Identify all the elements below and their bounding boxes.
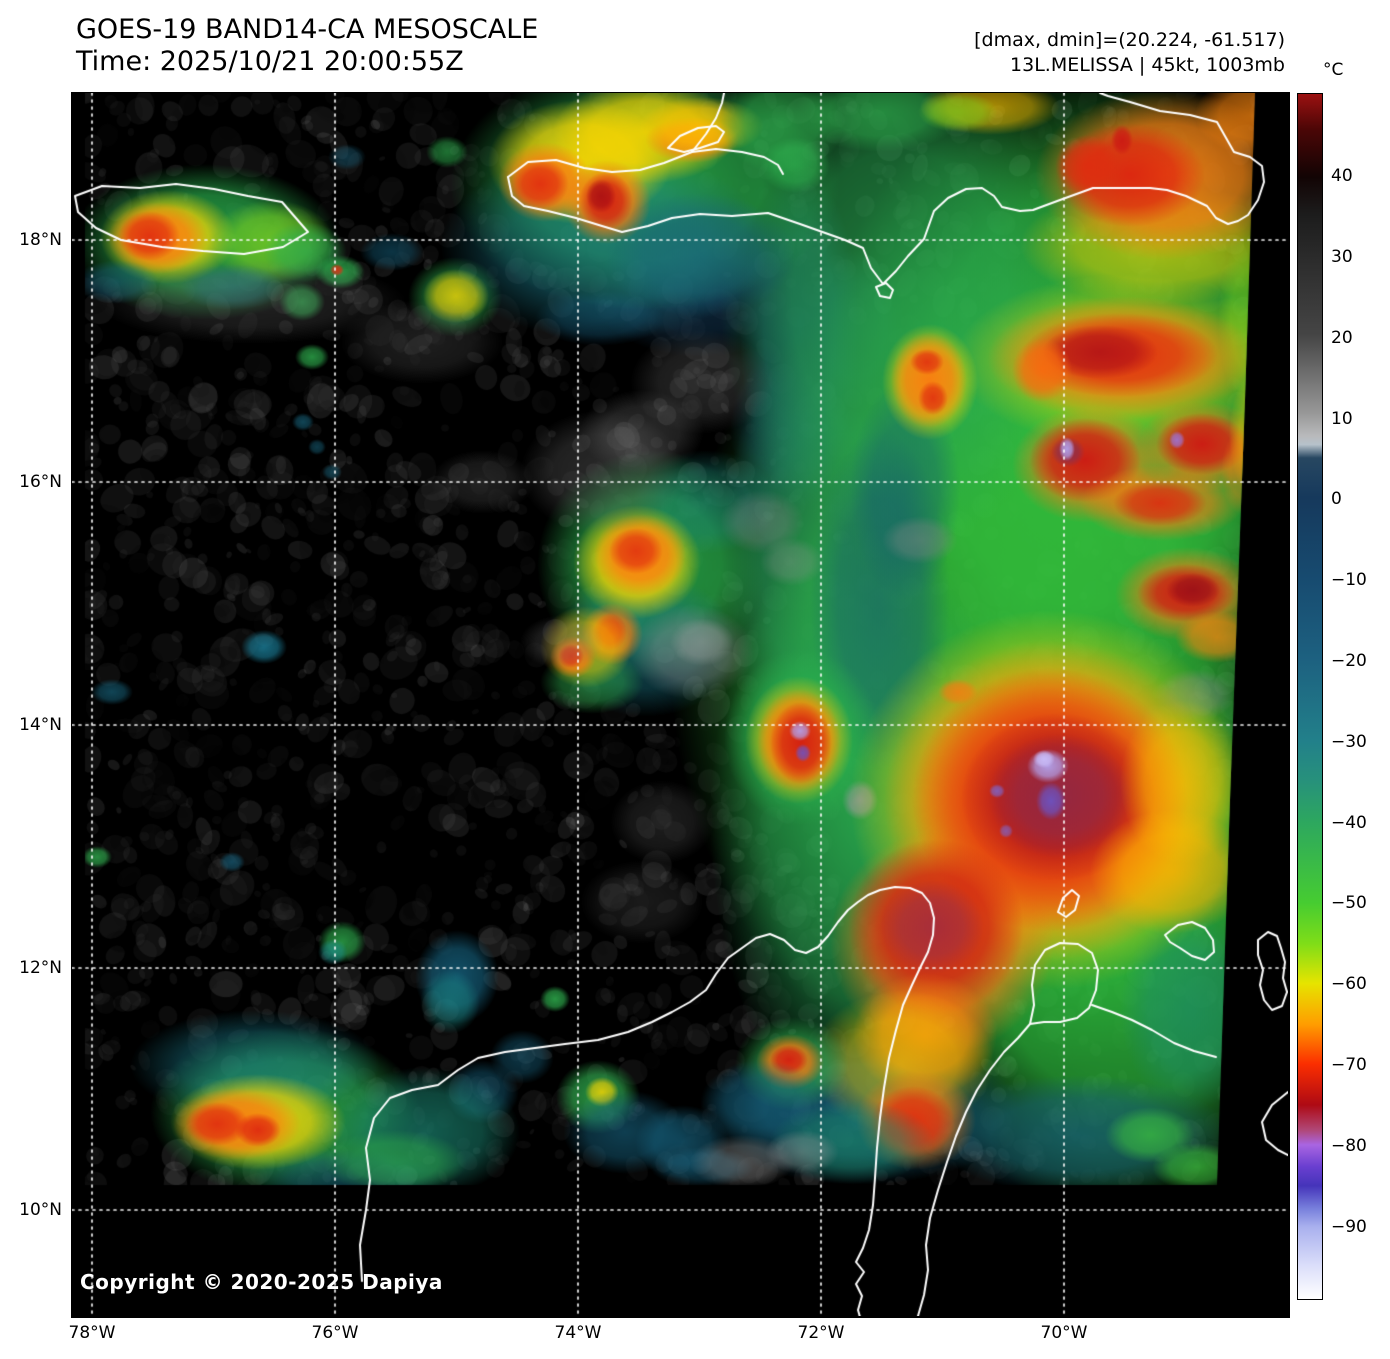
- dmax-dmin-readout: [dmax, dmin]=(20.224, -61.517): [974, 29, 1285, 51]
- colorbar-tick-label: −80: [1331, 1136, 1367, 1156]
- lon-tick-label: 72°W: [797, 1323, 845, 1343]
- storm-status-readout: 13L.MELISSA | 45kt, 1003mb: [1010, 54, 1285, 76]
- lat-tick-label: 12°N: [19, 958, 62, 978]
- colorbar-tick-label: −30: [1331, 732, 1367, 752]
- plot-title: GOES-19 BAND14-CA MESOSCALE Time: 2025/10…: [76, 14, 538, 78]
- lat-tick-label: 14°N: [19, 715, 62, 735]
- colorbar-tick-label: 20: [1331, 328, 1353, 348]
- colorbar-tick-label: −20: [1331, 651, 1367, 671]
- colorbar-tick-label: −40: [1331, 813, 1367, 833]
- copyright-watermark: Copyright © 2020-2025 Dapiya: [80, 1270, 443, 1294]
- storm-info: [dmax, dmin]=(20.224, -61.517) 13L.MELISS…: [974, 28, 1285, 78]
- satellite-imagery-canvas: [72, 93, 1288, 1316]
- colorbar-tick-label: −90: [1331, 1217, 1367, 1237]
- lon-tick-label: 78°W: [68, 1323, 116, 1343]
- temperature-colorbar: [1297, 93, 1323, 1300]
- lat-tick-label: 16°N: [19, 472, 62, 492]
- colorbar-tick-label: −60: [1331, 974, 1367, 994]
- colorbar-tick-label: −10: [1331, 570, 1367, 590]
- colorbar-tick-label: −70: [1331, 1055, 1367, 1075]
- title-line-2: Time: 2025/10/21 20:00:55Z: [76, 46, 464, 77]
- lon-tick-label: 76°W: [311, 1323, 359, 1343]
- colorbar-tick-label: 40: [1331, 166, 1353, 186]
- colorbar-tick-label: 10: [1331, 409, 1353, 429]
- title-line-1: GOES-19 BAND14-CA MESOSCALE: [76, 14, 539, 45]
- colorbar-tick-label: −50: [1331, 893, 1367, 913]
- lat-tick-label: 18°N: [19, 230, 62, 250]
- lon-tick-label: 70°W: [1040, 1323, 1088, 1343]
- lat-tick-label: 10°N: [19, 1200, 62, 1220]
- colorbar-unit-label: °C: [1323, 60, 1344, 80]
- colorbar-tick-label: 30: [1331, 247, 1353, 267]
- lon-tick-label: 74°W: [554, 1323, 602, 1343]
- colorbar-tick-label: 0: [1331, 489, 1342, 509]
